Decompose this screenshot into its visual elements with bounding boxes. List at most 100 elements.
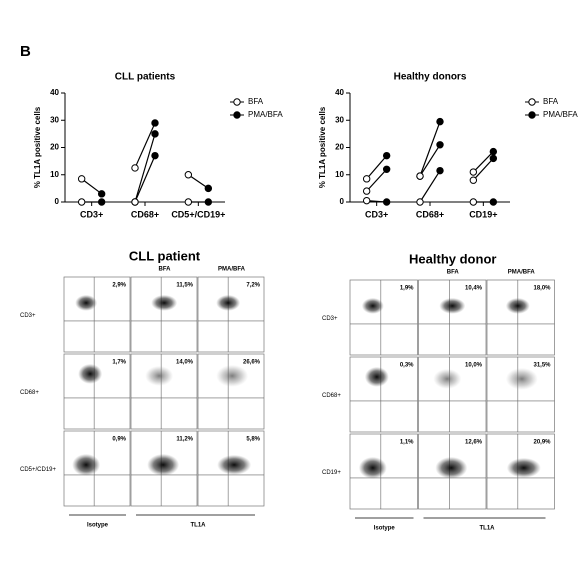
data-point bbox=[382, 165, 391, 174]
data-point bbox=[436, 117, 444, 126]
y-tick-label: 40 bbox=[335, 88, 344, 97]
data-point bbox=[97, 190, 106, 198]
data-point bbox=[469, 168, 478, 176]
data-point bbox=[184, 171, 193, 179]
row-label: CD5+/CD19+ bbox=[20, 467, 57, 473]
y-tick-label: 0 bbox=[340, 197, 345, 206]
panel-label: B bbox=[20, 43, 31, 60]
data-point bbox=[489, 154, 498, 163]
cell-population bbox=[361, 297, 384, 314]
flow-cell bbox=[197, 276, 265, 353]
quadrant-percent: 11,2% bbox=[176, 437, 193, 443]
cell-population bbox=[75, 294, 98, 311]
data-point bbox=[131, 164, 139, 172]
quadrant-percent: 14,0% bbox=[176, 360, 194, 366]
data-point bbox=[436, 166, 444, 175]
data-point bbox=[151, 119, 159, 127]
data-point bbox=[362, 175, 371, 183]
data-point bbox=[151, 130, 159, 138]
cell-population bbox=[78, 363, 103, 384]
cell-population bbox=[439, 297, 466, 314]
data-point bbox=[436, 141, 444, 149]
legend-marker bbox=[528, 111, 536, 119]
quadrant-percent: 0,9% bbox=[112, 437, 126, 443]
cell-population bbox=[505, 367, 538, 390]
cell-population bbox=[145, 365, 174, 386]
column-header: PMA/BFA bbox=[218, 267, 246, 273]
flow-cell bbox=[418, 279, 487, 356]
data-point bbox=[382, 151, 391, 160]
data-point bbox=[489, 147, 498, 156]
chart-title: CLL patients bbox=[115, 72, 176, 83]
y-tick-label: 0 bbox=[55, 197, 60, 206]
y-tick-label: 20 bbox=[335, 143, 344, 152]
x-tick-label: CD3+ bbox=[80, 209, 103, 219]
cell-population bbox=[147, 453, 180, 476]
pair-line bbox=[419, 144, 441, 177]
row-label: CD3+ bbox=[20, 313, 36, 319]
data-point bbox=[97, 198, 106, 206]
pair-line bbox=[134, 133, 156, 203]
flow-cell bbox=[63, 276, 131, 353]
legend-marker bbox=[528, 98, 536, 106]
cell-population bbox=[505, 297, 530, 314]
cell-population bbox=[216, 294, 241, 311]
cell-population bbox=[364, 366, 389, 387]
y-tick-label: 30 bbox=[50, 115, 59, 124]
data-point bbox=[489, 198, 498, 206]
quadrant-percent: 1,9% bbox=[400, 286, 414, 292]
cell-population bbox=[433, 368, 462, 389]
y-axis-label: % TL1A positive cells bbox=[318, 106, 327, 188]
quadrant-percent: 12,6% bbox=[465, 440, 483, 446]
pair-line bbox=[81, 178, 103, 195]
pair-line bbox=[472, 157, 494, 181]
legend-label: BFA bbox=[248, 97, 264, 106]
flow-cell bbox=[130, 353, 198, 430]
legend-label: PMA/BFA bbox=[543, 110, 578, 119]
data-point bbox=[204, 184, 213, 193]
quadrant-percent: 18,0% bbox=[533, 286, 551, 292]
x-tick-label: CD68+ bbox=[131, 209, 159, 219]
quadrant-percent: 5,8% bbox=[246, 437, 260, 443]
pair-line bbox=[134, 155, 156, 203]
data-point bbox=[204, 198, 213, 206]
flow-title: Healthy donor bbox=[409, 251, 496, 266]
column-header: BFA bbox=[159, 267, 172, 273]
x-tick-label: CD5+/CD19+ bbox=[171, 209, 225, 219]
flow-cell bbox=[349, 279, 418, 356]
data-point bbox=[469, 198, 478, 206]
quadrant-percent: 1,7% bbox=[112, 360, 126, 366]
data-point bbox=[362, 196, 371, 205]
pair-line bbox=[472, 151, 494, 173]
flow-title: CLL patient bbox=[129, 248, 201, 263]
pair-line bbox=[366, 155, 388, 180]
quadrant-percent: 10,0% bbox=[465, 363, 483, 369]
quadrant-percent: 0,3% bbox=[400, 363, 414, 369]
data-point bbox=[151, 151, 159, 160]
quadrant-percent: 26,6% bbox=[243, 360, 261, 366]
x-tick-label: CD19+ bbox=[469, 209, 497, 219]
y-tick-label: 30 bbox=[335, 115, 344, 124]
pair-line bbox=[134, 122, 156, 169]
data-point bbox=[77, 198, 86, 206]
y-tick-label: 10 bbox=[50, 170, 59, 179]
row-label: CD3+ bbox=[322, 316, 338, 322]
data-point bbox=[184, 198, 193, 206]
legend-marker bbox=[233, 98, 241, 106]
quadrant-percent: 11,5% bbox=[176, 283, 193, 289]
quadrant-percent: 2,9% bbox=[112, 283, 126, 289]
pair-line bbox=[419, 121, 441, 177]
row-label: CD68+ bbox=[322, 393, 341, 399]
flow-cell bbox=[130, 276, 198, 353]
y-tick-label: 40 bbox=[50, 88, 59, 97]
data-point bbox=[382, 198, 391, 206]
cell-population bbox=[72, 453, 101, 476]
quadrant-percent: 1,1% bbox=[400, 440, 414, 446]
data-point bbox=[416, 172, 424, 180]
pair-line bbox=[187, 174, 209, 189]
cell-population bbox=[435, 456, 468, 479]
pair-line bbox=[366, 168, 388, 192]
x-tick-label: CD68+ bbox=[416, 209, 444, 219]
y-tick-label: 10 bbox=[335, 170, 344, 179]
